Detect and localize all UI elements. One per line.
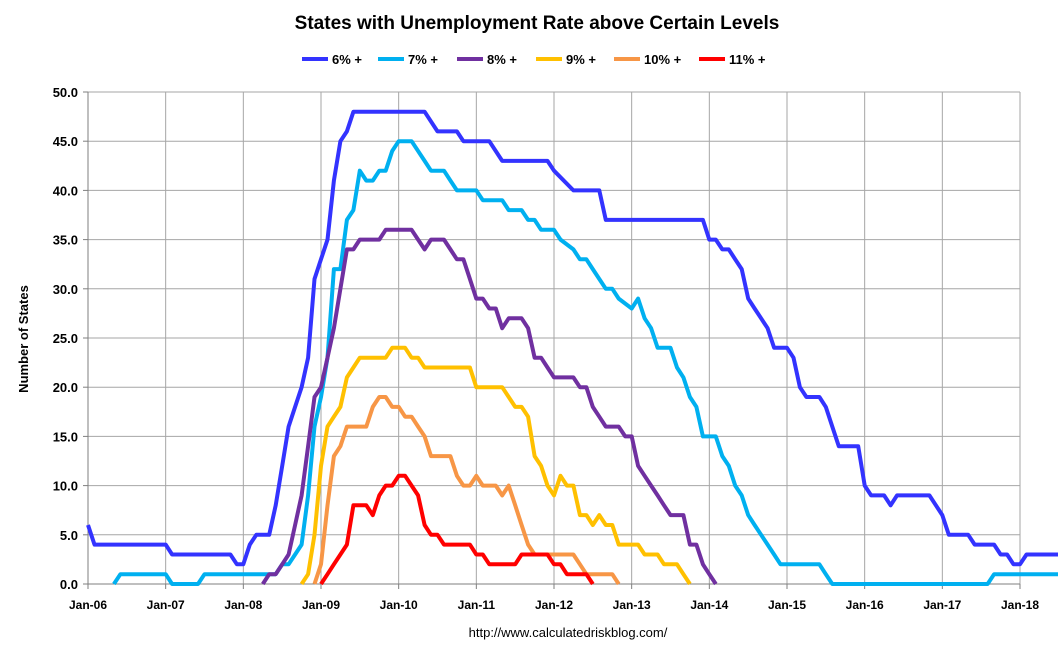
legend-label-1: 6% + [332, 52, 362, 67]
series-line-1 [86, 109, 1058, 567]
source-url: http://www.calculatedriskblog.com/ [469, 625, 668, 640]
y-tick-label: 45.0 [53, 134, 78, 149]
y-tick-label: 20.0 [53, 380, 78, 395]
series-lines [86, 109, 1058, 586]
x-tick-label: Jan-14 [690, 598, 728, 612]
gridlines [87, 91, 1021, 585]
chart-title: States with Unemployment Rate above Cert… [295, 13, 780, 34]
y-tick-label: 25.0 [53, 331, 78, 346]
x-tick-label: Jan-17 [923, 598, 961, 612]
series-line-6 [319, 473, 595, 586]
legend-label-5: 10% + [644, 52, 682, 67]
legend-label-2: 7% + [408, 52, 438, 67]
series-line-2 [112, 139, 1058, 586]
x-tick-label: Jan-16 [846, 598, 884, 612]
legend-label-4: 9% + [566, 52, 596, 67]
legend: 6% + 7% + 8% + 9% + 10% + 11% + [302, 52, 766, 67]
legend-label-6: 11% + [729, 52, 766, 67]
x-tick-label: Jan-18 [1001, 598, 1039, 612]
x-tick-label: Jan-13 [613, 598, 651, 612]
x-tick-label: Jan-10 [380, 598, 418, 612]
x-axis-ticks: Jan-06 Jan-07 Jan-08 Jan-09 Jan-10 Jan-11 Jan-… [69, 92, 1039, 612]
legend-label-3: 8% + [487, 52, 517, 67]
y-tick-label: 15.0 [53, 429, 78, 444]
series-line-3 [261, 227, 718, 586]
y-tick-label: 0.0 [60, 577, 78, 592]
x-tick-label: Jan-09 [302, 598, 340, 612]
y-tick-label: 5.0 [60, 528, 78, 543]
series-line-4 [299, 345, 692, 586]
x-tick-label: Jan-07 [147, 598, 185, 612]
x-tick-label: Jan-06 [69, 598, 107, 612]
series-line-5 [312, 395, 621, 586]
x-tick-label: Jan-12 [535, 598, 573, 612]
x-tick-label: Jan-15 [768, 598, 806, 612]
y-tick-label: 35.0 [53, 233, 78, 248]
x-tick-label: Jan-08 [224, 598, 262, 612]
y-axis-ticks: 0.0 5.0 10.0 15.0 20.0 25.0 30.0 35.0 40.0 45.0 50… [53, 85, 88, 592]
y-tick-label: 40.0 [53, 183, 78, 198]
y-tick-label: 30.0 [53, 282, 78, 297]
y-tick-label: 10.0 [53, 479, 78, 494]
x-tick-label: Jan-11 [458, 598, 496, 612]
y-axis-label: Number of States [16, 285, 31, 393]
y-tick-label: 50.0 [53, 85, 78, 100]
